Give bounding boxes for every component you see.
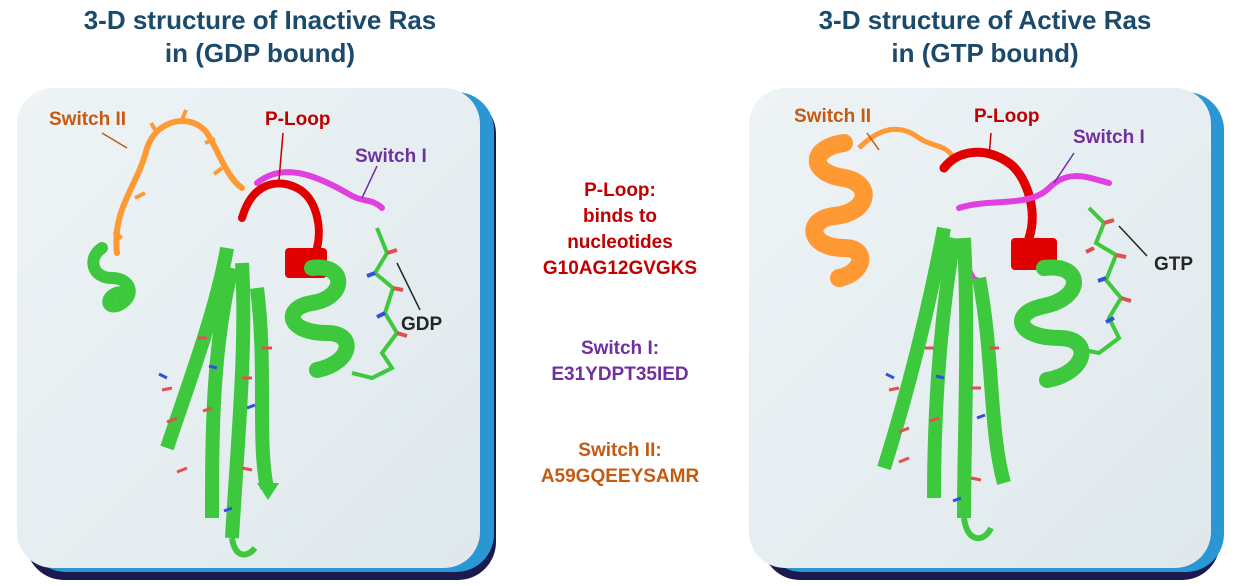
right-title: 3-D structure of Active Ras in (GTP boun… [795, 4, 1175, 70]
left-title-line1: 3-D structure of Inactive Ras [83, 5, 437, 35]
left-protein-render [87, 109, 421, 558]
right-title-line2: in (GTP bound) [891, 38, 1079, 68]
switch1-desc-line1: Switch I: [580, 338, 660, 359]
switch2-description: Switch II: A59GQEEYSAMR [520, 438, 720, 490]
left-structure-image [17, 88, 480, 568]
right-switch1-label: Switch I [1073, 127, 1145, 148]
switch2-desc-sequence: A59GQEEYSAMR [540, 466, 700, 487]
right-switch2-label: Switch II [794, 106, 872, 127]
left-title: 3-D structure of Inactive Ras in (GDP bo… [60, 4, 460, 70]
switch2-desc-line1: Switch II: [578, 440, 662, 461]
right-title-line1: 3-D structure of Active Ras [818, 5, 1152, 35]
left-title-line2: in (GDP bound) [164, 38, 356, 68]
ploop-description: P-Loop: binds to nucleotides G10AG12GVGK… [520, 178, 720, 282]
ploop-desc-line3: nucleotides [567, 232, 673, 253]
left-ligand-label: GDP [401, 314, 443, 335]
ploop-desc-line2: binds to [583, 206, 657, 227]
left-switch1-label: Switch I [355, 146, 427, 167]
left-ploop-label: P-Loop [265, 109, 331, 130]
switch1-desc-sequence: E31YDPT35IED [551, 364, 689, 385]
right-ligand-label: GTP [1154, 254, 1194, 275]
left-switch2-label: Switch II [49, 109, 127, 130]
ploop-desc-line1: P-Loop: [584, 180, 656, 201]
right-ploop-label: P-Loop [974, 106, 1040, 127]
ploop-desc-sequence: G10AG12GVGKS [542, 258, 698, 279]
right-structure-image [749, 88, 1211, 568]
right-protein-render [805, 126, 1148, 542]
switch1-description: Switch I: E31YDPT35IED [520, 336, 720, 388]
